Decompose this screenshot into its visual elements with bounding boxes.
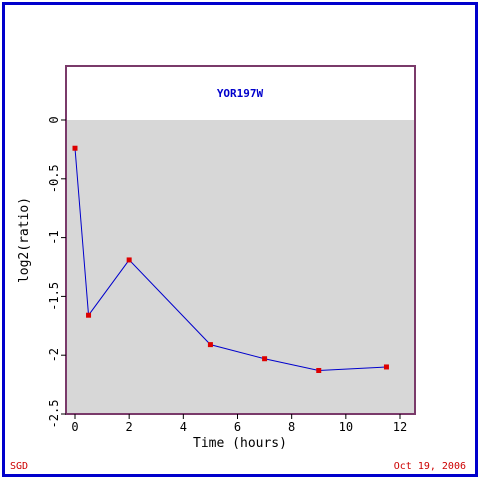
- x-tick-label-3: 6: [234, 420, 241, 434]
- plot-shaded-region: [66, 120, 415, 414]
- y-axis: 0 -0.5 -1 -1.5 -2 -2.5: [47, 116, 66, 428]
- x-tick-label-0: 0: [71, 420, 78, 434]
- chart-title: YOR197W: [217, 87, 264, 100]
- y-tick-label-4: -2: [47, 348, 61, 362]
- footer-source: SGD: [10, 461, 29, 472]
- x-tick-label-5: 10: [339, 420, 353, 434]
- x-tick-label-4: 8: [288, 420, 295, 434]
- data-point: [383, 364, 389, 370]
- series: [72, 145, 389, 373]
- data-point: [72, 145, 78, 151]
- y-tick-label-5: -2.5: [47, 400, 61, 429]
- x-tick-label-2: 4: [180, 420, 187, 434]
- y-axis-label: log2(ratio): [17, 197, 32, 283]
- footer-date: Oct 19, 2006: [393, 461, 466, 472]
- x-tick-label-1: 2: [126, 420, 133, 434]
- data-point: [262, 356, 268, 362]
- x-axis: 0 2 4 6 8 10 12: [71, 414, 407, 434]
- y-tick-label-3: -1.5: [47, 282, 61, 311]
- x-axis-label: Time (hours): [193, 436, 287, 451]
- y-tick-label-2: -1: [47, 230, 61, 244]
- data-point: [207, 342, 213, 348]
- y-tick-label-0: 0: [47, 116, 61, 123]
- data-point: [126, 257, 132, 263]
- data-point: [316, 367, 322, 373]
- plot-border: [65, 65, 416, 415]
- y-tick-label-1: -0.5: [47, 164, 61, 193]
- x-tick-label-6: 12: [393, 420, 407, 434]
- data-point: [86, 312, 92, 318]
